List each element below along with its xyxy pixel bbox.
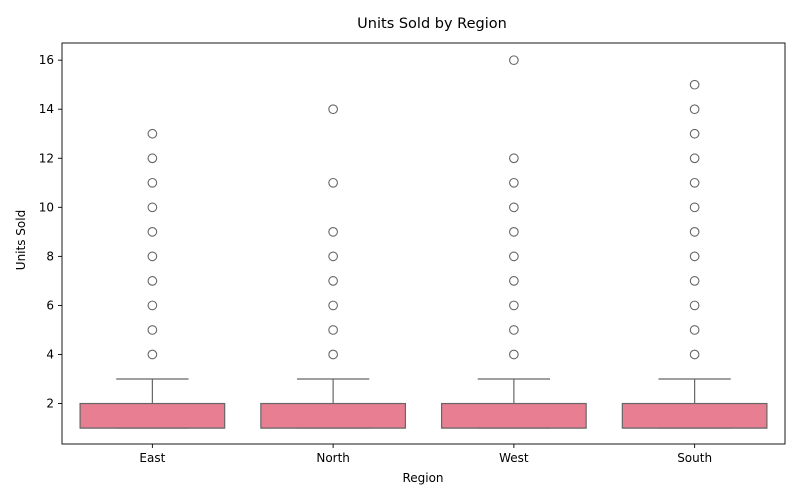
outlier-point-north	[328, 300, 338, 311]
outlier-point-west	[509, 202, 519, 213]
y-tick-label: 8	[46, 249, 54, 263]
y-tick-label: 4	[46, 347, 54, 361]
outlier-point-west	[509, 251, 519, 262]
outlier-point-east	[147, 300, 158, 311]
x-tick-label: East	[139, 451, 165, 465]
y-axis-label: Units Sold	[14, 210, 28, 270]
outlier-point-west	[509, 276, 519, 286]
outlier-point-east	[147, 128, 158, 139]
outlier-point-south	[689, 79, 700, 90]
outlier-point-north	[328, 276, 338, 286]
outlier-point-south	[689, 276, 700, 286]
outlier-point-east	[147, 251, 158, 262]
outlier-point-north	[328, 325, 338, 335]
y-tick-label: 14	[39, 102, 54, 116]
plot-frame	[61, 42, 786, 445]
outlier-point-west	[509, 227, 519, 237]
outlier-point-north	[328, 104, 338, 115]
box-south	[621, 402, 768, 429]
outlier-point-south	[689, 177, 700, 188]
x-tick-label: North	[316, 451, 350, 465]
y-tick-label: 2	[46, 397, 54, 411]
x-tick-label: West	[499, 451, 529, 465]
x-axis-label: Region	[402, 471, 443, 485]
outlier-point-south	[689, 104, 700, 115]
outlier-point-east	[147, 276, 158, 286]
outlier-point-west	[509, 325, 519, 335]
outlier-point-east	[147, 227, 158, 237]
outlier-point-west	[509, 300, 519, 311]
outlier-point-west	[509, 177, 519, 188]
y-tick-label: 6	[46, 298, 54, 312]
outlier-point-west	[509, 153, 519, 164]
box-north	[260, 402, 407, 429]
outlier-point-west	[509, 349, 519, 360]
outlier-point-south	[689, 128, 700, 139]
outlier-point-east	[147, 349, 158, 360]
box-east	[79, 402, 226, 429]
outlier-point-east	[147, 177, 158, 188]
outlier-point-south	[689, 251, 700, 262]
outlier-point-west	[509, 55, 519, 66]
y-tick-label: 12	[39, 151, 54, 165]
chart-title: Units Sold by Region	[357, 16, 507, 32]
outlier-point-north	[328, 227, 338, 237]
outlier-point-south	[689, 153, 700, 164]
outlier-point-north	[328, 177, 338, 188]
outlier-point-south	[689, 202, 700, 213]
outlier-point-east	[147, 325, 158, 335]
y-tick-label: 10	[39, 200, 54, 214]
outlier-point-north	[328, 349, 338, 360]
outlier-point-south	[689, 227, 700, 237]
x-tick-label: South	[677, 451, 712, 465]
outlier-point-north	[328, 251, 338, 262]
box-west	[440, 402, 587, 429]
plot-area: 2 4 6 8 10 12 14 16 East North West South	[39, 42, 786, 465]
y-tick-label: 16	[39, 53, 54, 67]
outlier-point-south	[689, 349, 700, 360]
outlier-point-east	[147, 153, 158, 164]
outlier-point-south	[689, 325, 700, 335]
outlier-point-east	[147, 202, 158, 213]
outlier-point-south	[689, 300, 700, 311]
